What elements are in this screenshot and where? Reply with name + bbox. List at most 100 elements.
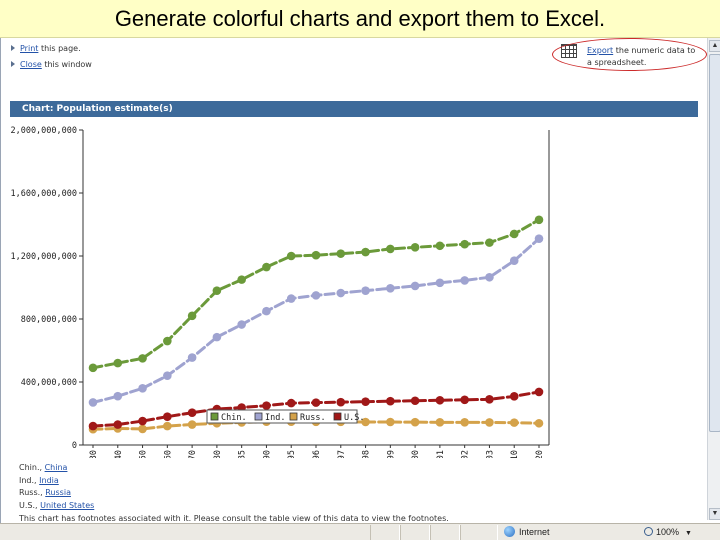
data-point[interactable] [138, 424, 147, 434]
data-point[interactable] [485, 395, 494, 404]
data-point[interactable] [311, 398, 321, 407]
data-point[interactable] [163, 336, 172, 346]
data-point[interactable] [534, 234, 544, 243]
data-point[interactable] [386, 244, 395, 254]
data-point[interactable] [237, 320, 246, 329]
y-tick-label: 1,600,000,000 [10, 189, 77, 199]
zoom-label: 100% [656, 527, 680, 537]
data-point[interactable] [138, 384, 147, 393]
data-point[interactable] [286, 294, 296, 303]
data-point[interactable] [534, 215, 544, 225]
data-point[interactable] [386, 417, 395, 427]
data-point[interactable] [311, 291, 321, 300]
footnote-country-link[interactable]: United States [40, 500, 95, 510]
close-link-rest: this window [41, 60, 92, 69]
slide-banner: Generate colorful charts and export them… [0, 0, 720, 38]
data-point[interactable] [262, 262, 271, 272]
data-point[interactable] [237, 275, 246, 284]
x-tick-label: 1950 [139, 450, 149, 458]
data-point[interactable] [336, 288, 346, 298]
data-point[interactable] [435, 418, 445, 427]
legend-label: Russ. [300, 413, 326, 423]
data-point[interactable] [163, 371, 172, 380]
data-point[interactable] [187, 420, 197, 429]
data-point[interactable] [435, 278, 445, 288]
print-link[interactable]: Print [20, 44, 39, 53]
scroll-thumb[interactable] [709, 54, 720, 432]
data-point[interactable] [361, 286, 370, 295]
magnifier-icon [644, 527, 653, 536]
data-point[interactable] [435, 241, 445, 251]
data-point[interactable] [187, 311, 197, 321]
data-point[interactable] [187, 408, 197, 418]
data-point[interactable] [410, 417, 420, 427]
data-point[interactable] [212, 286, 222, 295]
data-point[interactable] [509, 256, 519, 266]
chevron-down-icon[interactable]: ▼ [685, 530, 692, 537]
data-point[interactable] [262, 306, 271, 316]
data-point[interactable] [485, 418, 494, 427]
data-point[interactable] [88, 398, 98, 407]
data-point[interactable] [460, 276, 469, 285]
footnote-country-link[interactable]: India [39, 475, 59, 485]
data-point[interactable] [113, 391, 123, 401]
zoom-control[interactable]: 100% ▼ [640, 525, 718, 540]
data-point[interactable] [88, 363, 98, 373]
data-point[interactable] [534, 387, 544, 397]
data-point[interactable] [386, 396, 395, 406]
data-point[interactable] [336, 397, 346, 407]
legend-swatch [289, 412, 298, 421]
footnote-abbr: U.S., [19, 500, 41, 510]
data-point[interactable] [509, 418, 519, 427]
series-line-ind [91, 237, 541, 404]
footnote-country-link[interactable]: Russia [45, 488, 71, 497]
data-point[interactable] [410, 243, 420, 252]
data-point[interactable] [262, 401, 271, 410]
data-point[interactable] [336, 249, 346, 258]
footnote-country-link[interactable]: China [44, 463, 68, 472]
x-tick-label: 2003 [485, 450, 495, 458]
data-point[interactable] [113, 420, 123, 429]
x-tick-label: 2001 [436, 450, 446, 458]
data-point[interactable] [138, 354, 147, 363]
data-point[interactable] [361, 397, 370, 406]
data-point[interactable] [361, 247, 370, 257]
x-tick-label: 1999 [386, 450, 396, 458]
footnote-item: U.S., United States [19, 500, 94, 513]
data-point[interactable] [410, 281, 420, 291]
y-tick-label: 0 [72, 441, 77, 451]
data-point[interactable] [509, 392, 519, 401]
data-point[interactable] [485, 238, 494, 247]
chevron-down-icon[interactable]: ▼ [709, 508, 720, 520]
data-point[interactable] [88, 421, 98, 431]
data-point[interactable] [212, 332, 222, 342]
data-point[interactable] [386, 283, 395, 293]
data-point[interactable] [534, 418, 544, 428]
data-point[interactable] [187, 353, 197, 362]
status-cell [460, 525, 498, 540]
arrow-right-icon [11, 61, 15, 67]
vertical-scrollbar[interactable]: ▲ ▼ [707, 38, 720, 520]
data-point[interactable] [410, 396, 420, 406]
x-tick-label: 2002 [461, 450, 471, 458]
x-tick-label: 1998 [362, 450, 372, 458]
data-point[interactable] [361, 417, 370, 427]
data-point[interactable] [286, 398, 296, 408]
data-point[interactable] [286, 251, 296, 261]
data-point[interactable] [113, 358, 123, 368]
data-point[interactable] [460, 395, 469, 405]
data-point[interactable] [163, 412, 172, 421]
data-point[interactable] [138, 416, 147, 426]
security-zone: Internet [500, 525, 635, 540]
data-point[interactable] [485, 272, 494, 282]
close-link[interactable]: Close [20, 60, 42, 69]
data-point[interactable] [460, 418, 469, 427]
data-point[interactable] [163, 421, 172, 431]
x-tick-label: 1980 [213, 450, 223, 458]
data-point[interactable] [509, 229, 519, 239]
data-point[interactable] [435, 395, 445, 405]
data-point[interactable] [460, 239, 469, 249]
chevron-up-icon[interactable]: ▲ [709, 40, 720, 52]
data-point[interactable] [311, 250, 321, 260]
chart-header-title: Chart: Population estimate(s) [22, 104, 173, 114]
